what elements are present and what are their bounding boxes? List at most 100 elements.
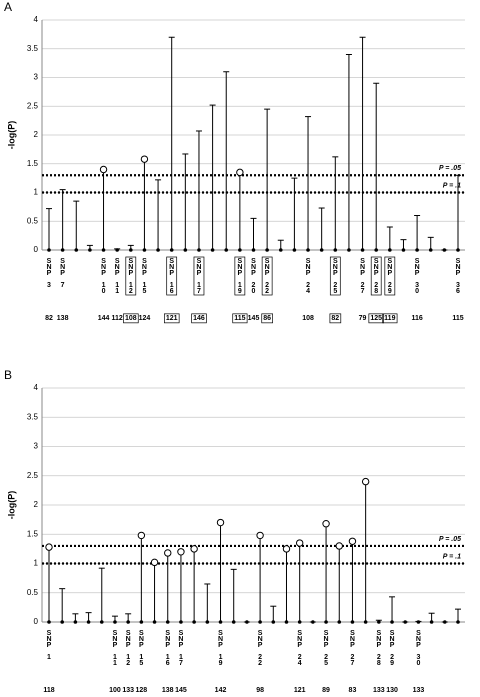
y-tick-label: 2.5 xyxy=(27,471,39,480)
base-dot xyxy=(210,248,215,252)
count-label: 86 xyxy=(263,315,271,322)
base-dot xyxy=(390,620,394,624)
stem-marker xyxy=(322,520,330,528)
label-box xyxy=(370,256,382,296)
snp-label: SNP 27 xyxy=(359,258,366,294)
reference-label: P = .05 xyxy=(439,536,461,543)
y-axis-title: -log(P) xyxy=(6,121,16,150)
y-tick-label: 1.5 xyxy=(27,529,39,538)
count-label: 133 xyxy=(373,687,385,694)
count-label: 112 xyxy=(112,315,123,322)
base-dot xyxy=(442,248,447,252)
snp-label: SNP 3 xyxy=(46,258,53,288)
base-dot xyxy=(113,620,117,624)
base-dot xyxy=(306,248,310,252)
y-tick-label: 3.5 xyxy=(27,412,39,421)
base-dot xyxy=(165,620,170,624)
y-tick-label: 3 xyxy=(34,442,39,451)
base-dot xyxy=(88,248,92,252)
count-label: 82 xyxy=(45,315,53,322)
base-dot xyxy=(271,620,276,624)
base-dot xyxy=(183,248,188,252)
y-tick-label: 1 xyxy=(34,559,39,568)
base-dot xyxy=(101,248,106,252)
base-dot xyxy=(139,620,144,624)
y-tick-label: 0.5 xyxy=(27,216,39,225)
y-axis-title: -log(P) xyxy=(6,491,16,520)
base-dot xyxy=(115,248,119,252)
y-tick-label: 3.5 xyxy=(27,44,39,53)
count-box xyxy=(123,313,139,324)
count-label: 115 xyxy=(234,315,245,322)
snp-label: SNP 28 xyxy=(375,630,382,666)
base-dot xyxy=(456,248,460,252)
base-dot xyxy=(60,248,65,252)
base-dot xyxy=(74,248,79,252)
label-box xyxy=(261,256,273,296)
y-tick-label: 3 xyxy=(34,73,39,82)
y-tick-label: 1.5 xyxy=(27,159,39,168)
base-dot xyxy=(278,248,283,252)
snp-label: SNP 16 xyxy=(168,258,175,294)
stem-marker xyxy=(256,531,264,540)
snp-label: SNP 29 xyxy=(386,258,393,294)
base-dot xyxy=(388,248,392,252)
snp-label: SNP 22 xyxy=(257,630,264,666)
stem-marker xyxy=(99,165,108,174)
snp-label: SNP 30 xyxy=(415,630,422,666)
base-dot xyxy=(47,248,51,252)
snp-label: SNP 36 xyxy=(455,258,462,294)
y-tick-label: 4 xyxy=(34,383,39,392)
count-label: 98 xyxy=(256,687,264,694)
count-label: 138 xyxy=(57,315,69,322)
count-label: 118 xyxy=(43,687,54,694)
y-tick-label: 0.5 xyxy=(27,588,39,597)
count-label: 121 xyxy=(166,315,178,322)
base-dot xyxy=(333,248,338,252)
count-label: 125 xyxy=(370,315,382,322)
y-tick-label: 2.5 xyxy=(27,101,39,110)
snp-label: SNP 19 xyxy=(236,258,243,294)
snp-label: SNP 17 xyxy=(177,630,184,666)
reference-label: P = .1 xyxy=(443,182,461,189)
snp-label: SNP 24 xyxy=(305,258,312,294)
count-label: 89 xyxy=(322,687,330,694)
snp-label: SNP 25 xyxy=(332,258,339,294)
count-label: 100 xyxy=(109,687,121,694)
y-tick-label: 1 xyxy=(34,188,39,197)
y-tick-label: 2 xyxy=(34,500,39,509)
label-box xyxy=(329,256,341,296)
count-box xyxy=(261,313,273,324)
base-dot xyxy=(192,620,196,624)
snp-label: SNP 30 xyxy=(414,258,421,294)
base-dot xyxy=(456,620,460,624)
base-dot xyxy=(169,248,174,252)
y-tick-label: 4 xyxy=(34,15,39,24)
base-dot xyxy=(319,248,324,252)
count-label: 108 xyxy=(125,315,137,322)
count-label: 79 xyxy=(359,315,367,322)
stem-marker xyxy=(177,548,185,556)
base-dot xyxy=(350,620,355,624)
base-dot xyxy=(129,248,133,252)
base-dot xyxy=(284,620,289,624)
count-box xyxy=(329,313,342,324)
snp-label: SNP 27 xyxy=(349,630,356,666)
base-dot xyxy=(258,620,262,624)
base-dot xyxy=(429,620,434,624)
stem-marker xyxy=(295,539,304,547)
panel-letter: B xyxy=(4,368,12,382)
snp-label: SNP 20 xyxy=(250,258,257,294)
count-label: 124 xyxy=(139,315,151,322)
base-dot xyxy=(224,248,229,252)
count-label: 116 xyxy=(411,315,422,322)
snp-label: SNP 19 xyxy=(217,630,224,666)
base-dot xyxy=(179,620,183,624)
count-label: 146 xyxy=(193,315,205,322)
reference-label: P = .05 xyxy=(439,165,461,172)
base-dot xyxy=(363,620,368,624)
stem-marker xyxy=(361,477,370,486)
label-box xyxy=(234,256,246,296)
count-label: 144 xyxy=(98,315,110,322)
snp-label: SNP 25 xyxy=(323,630,330,666)
